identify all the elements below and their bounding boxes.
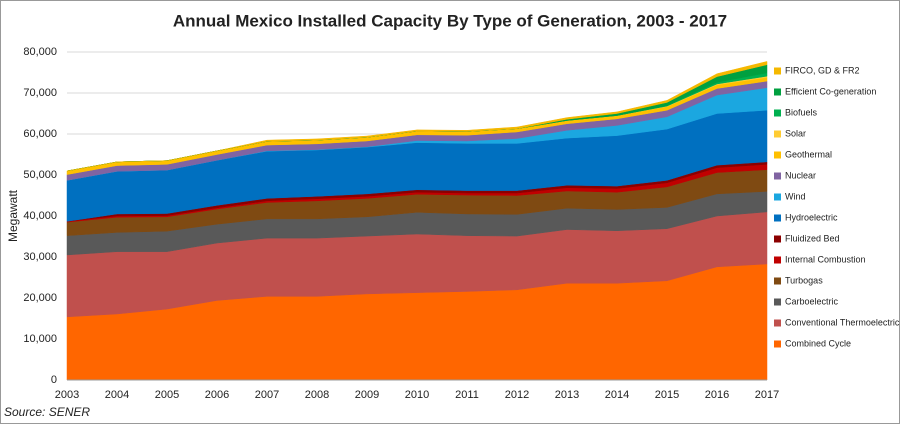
legend-label: Geothermal — [785, 149, 832, 159]
x-tick-label: 2015 — [655, 389, 679, 401]
legend-swatch — [774, 151, 781, 159]
legend-label: Conventional Thermoelectric — [785, 317, 900, 327]
legend-swatch — [774, 172, 781, 180]
legend-swatch — [774, 298, 781, 306]
y-axis-label: Megawatt — [6, 189, 20, 242]
x-tick-label: 2003 — [55, 389, 79, 401]
legend-label: Solar — [785, 128, 806, 138]
x-tick-label: 2014 — [605, 389, 629, 401]
y-tick-label: 40,000 — [23, 210, 57, 222]
legend-label: Biofuels — [785, 107, 818, 117]
x-tick-label: 2016 — [705, 389, 729, 401]
legend-swatch — [774, 277, 781, 285]
legend-swatch — [774, 67, 781, 75]
x-tick-label: 2010 — [405, 389, 429, 401]
x-tick-label: 2005 — [155, 389, 179, 401]
areas — [66, 61, 768, 381]
legend-swatch — [774, 109, 781, 117]
legend-swatch — [774, 235, 781, 243]
x-tick-label: 2008 — [305, 389, 329, 401]
y-tick-label: 70,000 — [23, 87, 57, 99]
legend-swatch — [774, 340, 781, 348]
legend-swatch — [774, 214, 781, 222]
x-tick-label: 2007 — [255, 389, 279, 401]
legend: Combined Cycle Conventional Thermoelectri… — [774, 65, 900, 348]
legend-swatch — [774, 193, 781, 201]
chart-title: Annual Mexico Installed Capacity By Type… — [173, 11, 727, 30]
legend-label: Nuclear — [785, 170, 816, 180]
legend-label: Turbogas — [785, 275, 823, 285]
area — [66, 61, 768, 172]
y-tick-label: 50,000 — [23, 169, 57, 181]
legend-label: Fluidized Bed — [785, 233, 840, 243]
legend-label: Hydroelectric — [785, 212, 838, 222]
y-tick-label: 80,000 — [23, 46, 57, 58]
axes: 0 10,000 20,000 30,000 40,000 50,000 60,000 70,… — [23, 46, 779, 401]
y-tick-label: 10,000 — [23, 333, 57, 345]
legend-swatch — [774, 319, 781, 327]
source-note: Source: SENER — [4, 405, 90, 419]
legend-label: Internal Combustion — [785, 254, 866, 264]
x-tick-label: 2017 — [755, 389, 779, 401]
y-tick-label: 60,000 — [23, 128, 57, 140]
x-tick-label: 2009 — [355, 389, 379, 401]
legend-swatch — [774, 256, 781, 264]
x-tick-label: 2013 — [555, 389, 579, 401]
legend-swatch — [774, 130, 781, 138]
y-tick-label: 20,000 — [23, 292, 57, 304]
y-tick-label: 30,000 — [23, 251, 57, 263]
x-tick-label: 2011 — [455, 389, 479, 401]
legend-label: FIRCO, GD & FR2 — [785, 65, 860, 75]
x-tick-label: 2006 — [205, 389, 229, 401]
legend-swatch — [774, 88, 781, 96]
legend-label: Wind — [785, 191, 806, 201]
legend-label: Efficient Co-generation — [785, 86, 876, 96]
legend-label: Carboelectric — [785, 296, 839, 306]
legend-label: Combined Cycle — [785, 338, 851, 348]
y-tick-label: 0 — [51, 374, 57, 386]
x-tick-label: 2012 — [505, 389, 529, 401]
x-tick-label: 2004 — [105, 389, 129, 401]
